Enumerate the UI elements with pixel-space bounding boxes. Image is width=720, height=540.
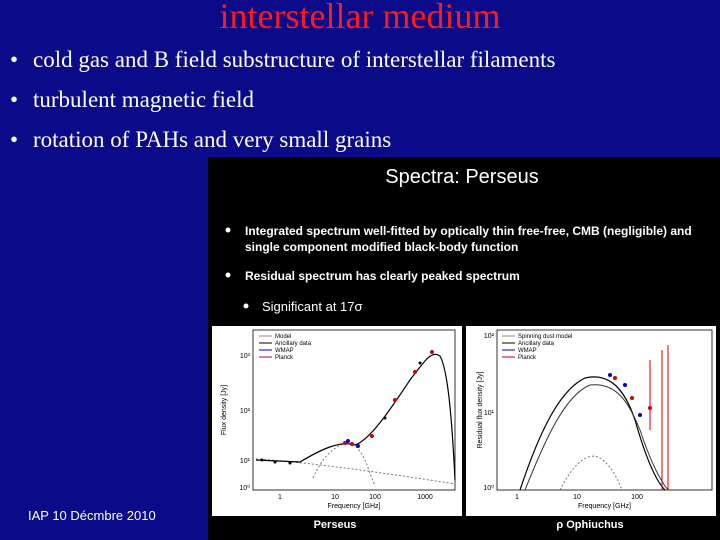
figure-title: Spectra: Perseus [385,166,538,188]
legend-label: Model [275,334,291,340]
plot-background [212,326,462,516]
curve [312,443,376,487]
x-tick-label: 1 [278,494,282,501]
curve [524,384,669,491]
bullet-marker [243,303,249,309]
data-points [608,373,642,417]
bullet-text: cold gas and B field substructure of int… [33,47,556,72]
x-tick-label: 1000 [417,494,433,501]
x-axis-label: Frequency [GHz] [578,503,631,510]
legend-label: Spinning dust model [518,334,572,340]
curve [255,353,456,481]
bullet-marker: • [10,87,18,112]
panel-caption: ρ Ophiuchus [556,519,623,531]
y-tick-label: 10⁰ [483,484,494,492]
curve [559,455,623,491]
x-tick-label: 100 [631,494,643,501]
figure-bullet-text: Integrated spectrum well-fitted by optic… [245,224,692,238]
legend-label: Planck [275,355,294,361]
x-tick-label: 1 [515,494,519,501]
x-tick-label: 10 [331,494,339,501]
plot-frame [496,329,713,491]
data-points [346,439,360,448]
y-axis-label: Residual flux density [Jy] [477,371,484,448]
slide-title: interstellar medium [220,0,501,36]
footer: IAP 10 Décmbre 2010 [28,508,156,523]
plot-background [466,326,716,516]
bullet-marker [225,272,231,278]
curve [519,376,666,491]
data-points [613,376,652,410]
legend-label: WMAP [518,348,537,354]
y-tick-label: 10¹ [484,410,495,417]
x-axis-label: Frequency [GHz] [328,503,381,510]
legend-label: Planck [518,355,537,361]
bullet-text: rotation of PAHs and very small grains [33,127,391,152]
x-tick-label: 100 [369,494,381,501]
y-tick-label: 10³ [240,353,251,360]
y-tick-label: 10¹ [240,458,251,465]
x-tick-label: 10 [573,494,581,501]
curve [255,458,456,485]
error-bars [649,345,669,490]
figure-bullet-text: single component modified black-body fun… [245,240,518,254]
y-tick-label: 10² [484,333,495,340]
legend-label: Ancillary data [518,341,555,347]
y-tick-label: 10⁰ [239,484,250,492]
bullet-marker: • [10,47,18,72]
legend-label: Ancillary data [275,341,312,347]
plot-frame [252,329,456,491]
data-points [260,361,422,465]
bullet-marker: • [10,127,18,152]
figure-sub-bullet-text: Significant at 17σ [262,299,363,314]
y-axis-label: Flux density [Jy] [221,385,228,435]
data-points [343,350,434,446]
panel-caption: Perseus [314,519,357,531]
figure-bullet-text: Residual spectrum has clearly peaked spe… [245,269,520,283]
y-tick-label: 10² [240,408,251,415]
legend-label: WMAP [275,348,294,354]
bullet-text: turbulent magnetic field [33,87,254,112]
bullet-marker [225,227,231,233]
